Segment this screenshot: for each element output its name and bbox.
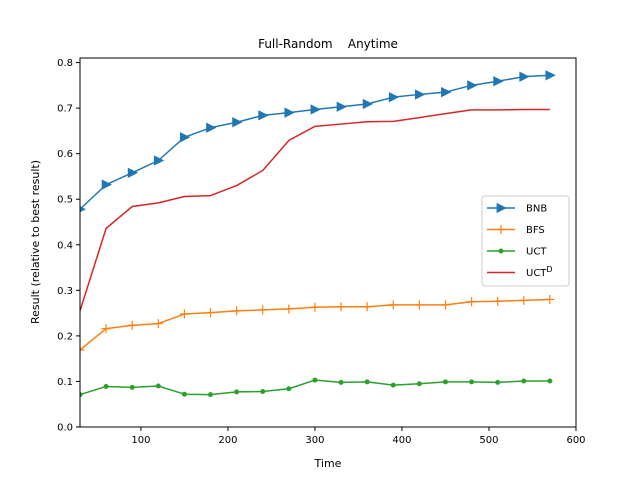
x-tick-label: 500 [479,435,498,446]
data-point-uct [234,389,240,395]
data-point-bnb [467,80,478,91]
data-point-uct [208,392,214,398]
y-tick-label: 0.8 [57,58,73,69]
data-point-bnb [101,179,112,190]
legend-marker [496,225,506,234]
data-point-uct [260,388,266,394]
data-point-bnb [206,122,217,133]
data-point-bfs [336,302,346,312]
y-tick-label: 0.7 [57,104,73,115]
data-point-bnb [388,92,400,103]
data-point-bnb [127,167,139,178]
data-point-bfs [206,308,216,318]
y-tick-label: 0.1 [57,377,73,388]
data-point-uct [390,382,396,388]
y-axis: 0.0 0.1 0.2 0.3 0.4 0.5 0.6 0.7 0.8 [57,58,80,434]
data-point-uct [495,379,501,385]
series-uctd [80,108,550,312]
y-tick-label: 0.5 [57,195,73,206]
data-point-bfs [440,300,450,310]
legend-item-uct: UCT [487,247,547,258]
data-point-bfs [414,300,424,310]
y-tick-label: 0.2 [57,331,73,342]
x-axis: 100 200 300 400 500 600 [131,427,586,446]
x-tick-label: 400 [392,435,411,446]
data-point-bfs [362,302,372,312]
data-point-bnb [414,89,426,100]
data-point-bfs [388,300,398,310]
legend: BNB BFS UCT UCTD [481,195,570,287]
y-tick-label: 0.6 [57,149,73,160]
data-point-uct [286,386,292,392]
y-tick-label: 0.4 [57,240,73,251]
series-uct [80,377,553,398]
data-point-bnb [493,76,504,87]
data-point-uct [312,377,318,383]
data-point-uct [364,379,370,385]
data-point-bfs [310,302,320,312]
data-point-uct [155,383,161,389]
data-point-uct [521,378,527,384]
series-layer [80,70,556,398]
x-tick-label: 200 [218,435,237,446]
legend-marker [498,248,504,254]
x-tick-label: 300 [305,435,324,446]
series-line-uctd [80,108,550,312]
legend-label: BNB [526,204,547,215]
x-tick-label: 600 [566,435,585,446]
x-tick-label: 100 [131,435,150,446]
data-point-bfs [232,306,242,316]
data-point-uct [469,379,475,385]
data-point-uct [547,378,553,384]
legend-marker [496,202,507,214]
data-point-bfs [545,294,555,304]
data-point-bfs [127,320,137,330]
data-point-uct [338,379,344,385]
legend-item-bnb: BNB [487,202,547,215]
legend-box [481,195,570,287]
data-point-bfs [467,297,477,307]
legend-label: UCTD [526,265,553,279]
data-point-bnb [232,117,243,128]
y-tick-label: 0.0 [57,423,73,434]
data-point-bnb [153,155,165,166]
data-point-bfs [101,324,111,334]
data-point-uct [416,381,422,387]
data-point-uct [181,391,187,397]
data-point-bnb [336,101,347,112]
data-point-bnb [258,110,269,121]
data-point-bnb [284,107,295,118]
data-point-bfs [258,305,268,315]
data-point-bfs [153,319,163,329]
data-point-uct [442,379,448,385]
data-point-uct [129,384,135,390]
data-point-bnb [441,87,452,98]
data-point-bnb [545,70,556,81]
data-point-bnb [180,132,191,143]
data-point-bfs [179,309,189,319]
data-point-bfs [519,295,529,305]
legend-label: UCT [526,247,547,258]
data-point-bfs [493,296,503,306]
data-point-bnb [362,98,374,110]
plot-frame [79,57,577,428]
chart-title: Full-Random Anytime [258,37,398,51]
data-point-uct [80,392,83,398]
legend-label: BFS [526,225,545,236]
data-point-bnb [310,104,321,115]
data-point-bfs [284,304,294,314]
series-bfs [80,294,555,355]
data-point-bfs [80,345,85,355]
legend-item-bfs: BFS [487,225,545,236]
data-point-uct [103,383,109,389]
x-axis-label: Time [314,457,342,470]
y-tick-label: 0.3 [57,286,73,297]
y-axis-label: Result (relative to best result) [29,160,42,324]
legend-item-uctd: UCTD [487,265,553,279]
series-bnb [80,70,556,213]
data-point-bnb [519,71,530,82]
series-line-bnb [80,74,550,210]
